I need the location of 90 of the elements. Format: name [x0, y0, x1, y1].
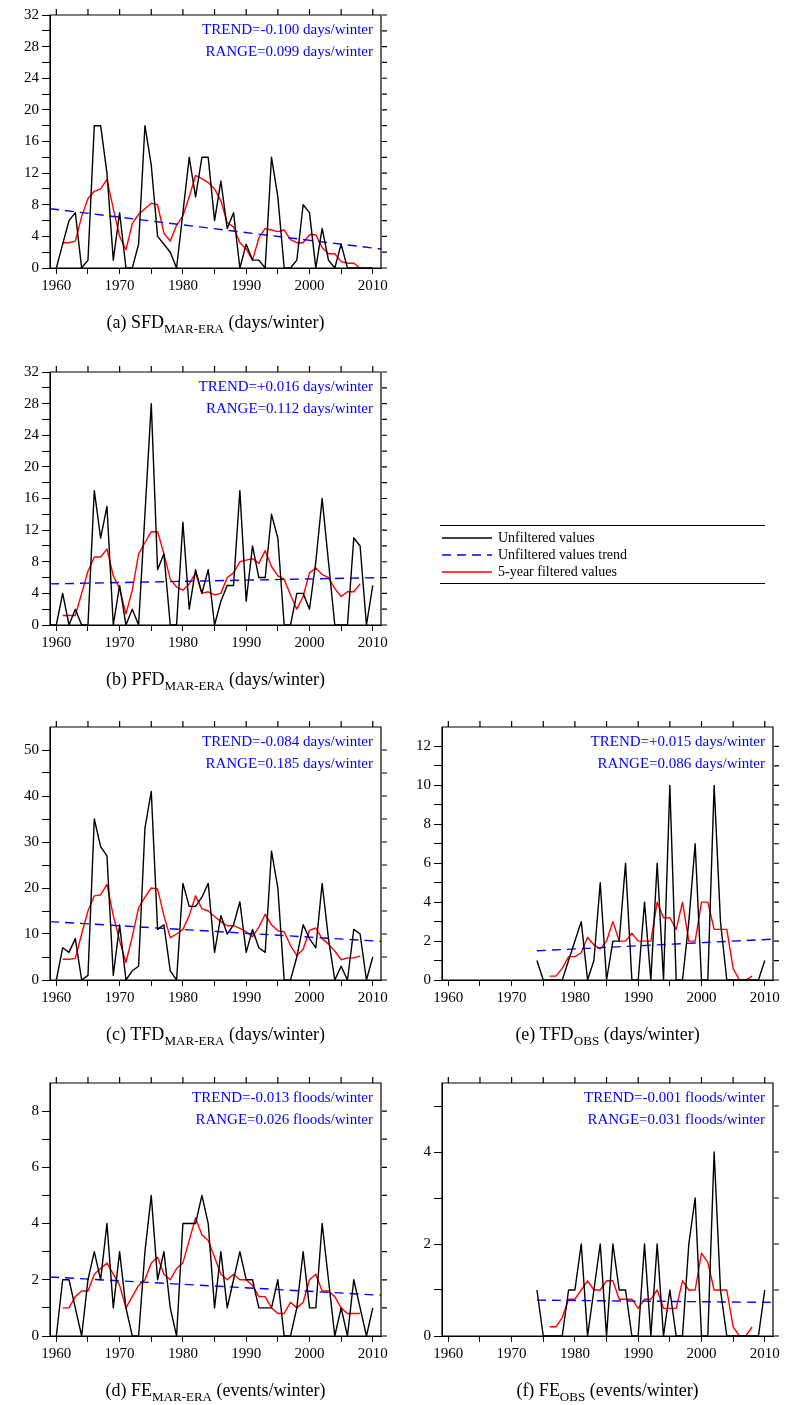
- annotation: RANGE=0.026 floods/winter: [195, 1111, 373, 1128]
- y-tick-label: 0: [31, 1326, 39, 1343]
- y-tick-label: 8: [31, 1102, 39, 1119]
- x-tick-label: 2010: [357, 1344, 388, 1361]
- x-tick-label: 1990: [623, 1344, 654, 1361]
- y-tick-label: 8: [31, 195, 39, 212]
- y-tick-label: 6: [423, 854, 432, 871]
- y-tick-label: 20: [24, 878, 39, 895]
- legend-label: Unfiltered values: [498, 529, 595, 546]
- x-tick-label: 1970: [104, 988, 135, 1005]
- x-tick-label: 1980: [167, 276, 198, 293]
- x-tick-label: 1980: [559, 988, 590, 1005]
- y-tick-label: 4: [31, 227, 40, 244]
- y-tick-label: 12: [24, 521, 39, 538]
- annotation: TREND=-0.100 days/winter: [202, 21, 373, 38]
- y-tick-label: 10: [416, 776, 431, 793]
- x-tick-label: 2000: [294, 988, 325, 1005]
- annotation: RANGE=0.031 floods/winter: [587, 1111, 765, 1128]
- x-tick-label: 2000: [686, 1344, 717, 1361]
- y-tick-label: 24: [24, 426, 40, 443]
- y-tick-label: 50: [24, 740, 39, 757]
- x-tick-label: 1990: [231, 276, 262, 293]
- x-tick-label: 1970: [104, 1344, 135, 1361]
- x-tick-label: 2010: [749, 1344, 780, 1361]
- y-tick-label: 16: [24, 132, 40, 149]
- x-tick-label: 1980: [167, 1344, 198, 1361]
- x-tick-label: 2000: [686, 988, 717, 1005]
- y-tick-label: 0: [423, 970, 431, 987]
- annotation: RANGE=0.185 days/winter: [205, 755, 373, 772]
- x-tick-label: 2010: [749, 988, 780, 1005]
- x-tick-label: 1990: [231, 633, 262, 650]
- y-tick-label: 4: [423, 893, 432, 910]
- x-tick-label: 2000: [294, 633, 325, 650]
- annotation: TREND=-0.013 floods/winter: [192, 1089, 373, 1106]
- x-tick-label: 2010: [357, 633, 388, 650]
- y-tick-label: 0: [31, 970, 39, 987]
- x-tick-label: 2000: [294, 1344, 325, 1361]
- annotation: RANGE=0.086 days/winter: [597, 755, 765, 772]
- x-tick-label: 1990: [231, 1344, 262, 1361]
- x-tick-label: 1980: [167, 633, 198, 650]
- x-tick-label: 1960: [41, 276, 72, 293]
- y-tick-label: 4: [423, 1142, 432, 1159]
- y-tick-label: 2: [423, 1234, 431, 1251]
- x-tick-label: 2010: [357, 276, 388, 293]
- annotation: TREND=+0.015 days/winter: [590, 733, 765, 750]
- y-tick-label: 4: [31, 584, 40, 601]
- x-tick-label: 1960: [433, 1344, 464, 1361]
- y-tick-label: 6: [31, 1158, 40, 1175]
- y-tick-label: 40: [24, 786, 39, 803]
- legend-label: 5-year filtered values: [498, 563, 617, 580]
- x-tick-label: 1980: [559, 1344, 590, 1361]
- y-tick-label: 8: [423, 815, 431, 832]
- y-tick-label: 0: [423, 1326, 431, 1343]
- y-tick-label: 28: [24, 394, 39, 411]
- annotation: TREND=-0.084 days/winter: [202, 733, 373, 750]
- y-tick-label: 2: [31, 1270, 39, 1287]
- y-tick-label: 24: [24, 69, 40, 86]
- y-tick-label: 16: [24, 489, 40, 506]
- x-tick-label: 1970: [496, 1344, 527, 1361]
- x-tick-label: 2010: [357, 988, 388, 1005]
- legend-label: Unfiltered values trend: [498, 546, 628, 563]
- y-tick-label: 20: [24, 100, 39, 117]
- x-tick-label: 1990: [623, 988, 654, 1005]
- x-tick-label: 1960: [41, 988, 72, 1005]
- x-tick-label: 1960: [433, 988, 464, 1005]
- annotation: RANGE=0.112 days/winter: [205, 400, 373, 417]
- y-tick-label: 32: [24, 5, 39, 22]
- y-tick-label: 12: [416, 737, 431, 754]
- annotation: TREND=+0.016 days/winter: [198, 378, 373, 395]
- x-tick-label: 1980: [167, 988, 198, 1005]
- x-tick-label: 1970: [104, 276, 135, 293]
- y-tick-label: 32: [24, 362, 39, 379]
- y-tick-label: 10: [24, 924, 39, 941]
- y-tick-label: 4: [31, 1214, 40, 1231]
- y-tick-label: 2: [423, 932, 431, 949]
- x-tick-label: 1960: [41, 633, 72, 650]
- y-tick-label: 30: [24, 832, 39, 849]
- x-tick-label: 1990: [231, 988, 262, 1005]
- annotation: TREND=-0.001 floods/winter: [584, 1089, 765, 1106]
- y-tick-label: 28: [24, 37, 39, 54]
- y-tick-label: 0: [31, 615, 39, 632]
- x-tick-label: 2000: [294, 276, 325, 293]
- x-tick-label: 1970: [104, 633, 135, 650]
- y-tick-label: 0: [31, 258, 39, 275]
- x-tick-label: 1960: [41, 1344, 72, 1361]
- y-tick-label: 12: [24, 164, 39, 181]
- annotation: RANGE=0.099 days/winter: [205, 43, 373, 60]
- y-tick-label: 8: [31, 552, 39, 569]
- y-tick-label: 20: [24, 457, 39, 474]
- x-tick-label: 1970: [496, 988, 527, 1005]
